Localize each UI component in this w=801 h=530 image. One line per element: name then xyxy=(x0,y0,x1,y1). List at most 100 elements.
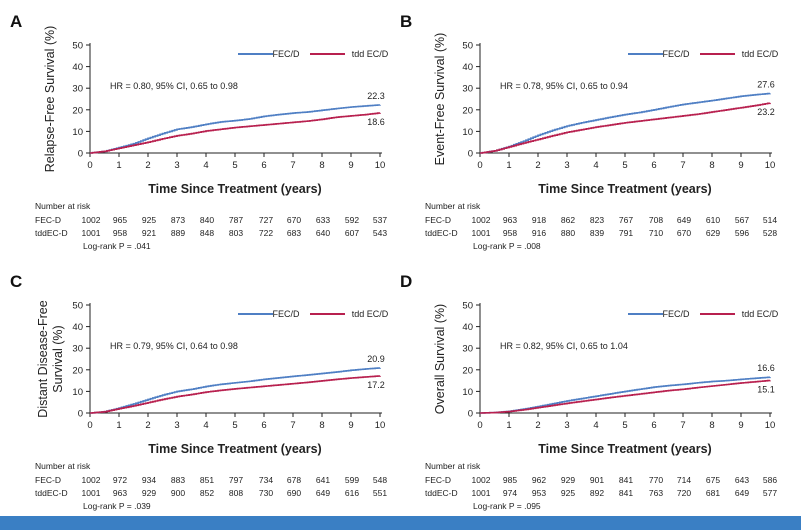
series-line-fec-d xyxy=(90,104,381,154)
risk-count: 918 xyxy=(532,215,546,225)
risk-row-label: tddEC-D xyxy=(35,228,68,238)
risk-count: 839 xyxy=(590,228,604,238)
series-line-tdd-ec-d xyxy=(480,379,771,414)
risk-count: 592 xyxy=(345,215,359,225)
x-tick-label: 1 xyxy=(506,160,511,171)
y-tick-label: 40 xyxy=(72,62,83,73)
risk-count: 681 xyxy=(706,488,720,498)
x-tick-label: 10 xyxy=(375,420,386,431)
y-tick-label: 20 xyxy=(462,365,473,376)
x-tick-label: 7 xyxy=(290,420,295,431)
risk-count: 892 xyxy=(590,488,604,498)
risk-count: 678 xyxy=(287,475,301,485)
risk-count: 962 xyxy=(532,475,546,485)
x-tick-label: 9 xyxy=(738,420,743,431)
panel-letter: D xyxy=(400,272,412,291)
risk-row-label: tddEC-D xyxy=(425,228,458,238)
risk-count: 607 xyxy=(345,228,359,238)
risk-count: 610 xyxy=(706,215,720,225)
logrank-p: Log-rank P = .041 xyxy=(83,241,151,251)
risk-header: Number at risk xyxy=(425,461,481,471)
risk-count: 567 xyxy=(735,215,749,225)
risk-row-label: FEC-D xyxy=(35,475,61,485)
x-axis-label: Time Since Treatment (years) xyxy=(148,442,321,456)
panel-letter: A xyxy=(10,12,22,31)
risk-count: 851 xyxy=(200,475,214,485)
risk-count: 734 xyxy=(259,475,273,485)
risk-count: 643 xyxy=(735,475,749,485)
risk-count: 633 xyxy=(316,215,330,225)
risk-count: 1001 xyxy=(472,488,491,498)
risk-count: 690 xyxy=(287,488,301,498)
x-tick-label: 2 xyxy=(145,160,150,171)
x-tick-label: 6 xyxy=(261,160,266,171)
risk-count: 934 xyxy=(142,475,156,485)
y-tick-label: 30 xyxy=(72,84,83,95)
y-tick-label: 20 xyxy=(72,105,83,116)
legend-label: FEC/D xyxy=(273,49,301,59)
risk-count: 823 xyxy=(590,215,604,225)
panel-d: D 0 10 20 30 40 50 0 1 2 3 4 5 6 7 8 9 10 Time Since Treat… xyxy=(400,272,779,511)
x-tick-label: 8 xyxy=(319,160,324,171)
x-tick-label: 4 xyxy=(203,420,208,431)
risk-count: 551 xyxy=(373,488,387,498)
risk-count: 974 xyxy=(503,488,517,498)
x-tick-label: 8 xyxy=(709,160,714,171)
y-tick-label: 20 xyxy=(72,365,83,376)
risk-count: 722 xyxy=(259,228,273,238)
x-tick-label: 7 xyxy=(680,420,685,431)
y-tick-label: 10 xyxy=(72,127,83,138)
risk-count: 641 xyxy=(316,475,330,485)
risk-header: Number at risk xyxy=(35,461,91,471)
y-axis-label: Overall Survival (%) xyxy=(433,304,447,414)
panel-a: A 0 10 20 30 40 50 0 1 2 3 4 5 6 7 8 9 10 Time Since Treat… xyxy=(10,12,389,251)
x-tick-label: 1 xyxy=(116,420,121,431)
x-tick-label: 7 xyxy=(680,160,685,171)
y-tick-label: 40 xyxy=(462,322,473,333)
x-tick-label: 6 xyxy=(651,420,656,431)
y-tick-label: 30 xyxy=(462,84,473,95)
x-tick-label: 9 xyxy=(738,160,743,171)
y-axis-label-line: Distant Disease-Free xyxy=(36,300,50,417)
risk-count: 958 xyxy=(113,228,127,238)
risk-count: 537 xyxy=(373,215,387,225)
legend-label: tdd EC/D xyxy=(742,49,779,59)
risk-count: 901 xyxy=(590,475,604,485)
risk-count: 683 xyxy=(287,228,301,238)
hr-annotation: HR = 0.79, 95% CI, 0.64 to 0.98 xyxy=(110,341,238,351)
risk-count: 972 xyxy=(113,475,127,485)
x-tick-label: 9 xyxy=(348,160,353,171)
risk-row-label: tddEC-D xyxy=(425,488,458,498)
risk-count: 770 xyxy=(649,475,663,485)
y-tick-label: 40 xyxy=(462,62,473,73)
risk-count: 852 xyxy=(200,488,214,498)
x-tick-label: 4 xyxy=(203,160,208,171)
x-tick-label: 9 xyxy=(348,420,353,431)
risk-count: 599 xyxy=(345,475,359,485)
risk-count: 873 xyxy=(171,215,185,225)
risk-count: 883 xyxy=(171,475,185,485)
risk-count: 670 xyxy=(287,215,301,225)
risk-count: 767 xyxy=(619,215,633,225)
x-tick-label: 7 xyxy=(290,160,295,171)
risk-count: 929 xyxy=(142,488,156,498)
y-axis-label-line: Survival (%) xyxy=(51,325,65,392)
legend-label: FEC/D xyxy=(663,309,691,319)
y-tick-label: 10 xyxy=(72,387,83,398)
x-tick-label: 1 xyxy=(116,160,121,171)
end-value-label: 20.9 xyxy=(367,354,385,364)
risk-row-label: FEC-D xyxy=(425,215,451,225)
x-tick-label: 3 xyxy=(564,160,569,171)
risk-count: 841 xyxy=(619,488,633,498)
risk-count: 629 xyxy=(706,228,720,238)
risk-count: 925 xyxy=(142,215,156,225)
risk-row-label: tddEC-D xyxy=(35,488,68,498)
x-tick-label: 1 xyxy=(506,420,511,431)
y-tick-label: 10 xyxy=(462,127,473,138)
risk-count: 730 xyxy=(259,488,273,498)
legend-label: FEC/D xyxy=(663,49,691,59)
risk-count: 649 xyxy=(677,215,691,225)
risk-count: 727 xyxy=(259,215,273,225)
y-tick-label: 50 xyxy=(462,41,473,52)
